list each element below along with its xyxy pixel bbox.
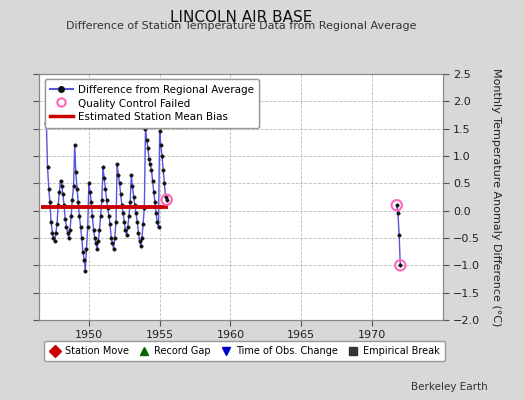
Text: LINCOLN AIR BASE: LINCOLN AIR BASE	[170, 10, 312, 25]
Point	[396, 262, 405, 268]
Point	[162, 196, 171, 203]
Text: Difference of Station Temperature Data from Regional Average: Difference of Station Temperature Data f…	[66, 21, 416, 31]
Point	[392, 202, 401, 208]
Y-axis label: Monthly Temperature Anomaly Difference (°C): Monthly Temperature Anomaly Difference (…	[492, 68, 501, 326]
Legend: Station Move, Record Gap, Time of Obs. Change, Empirical Break: Station Move, Record Gap, Time of Obs. C…	[44, 342, 444, 361]
Text: Berkeley Earth: Berkeley Earth	[411, 382, 487, 392]
Legend: Difference from Regional Average, Quality Control Failed, Estimated Station Mean: Difference from Regional Average, Qualit…	[45, 79, 259, 128]
